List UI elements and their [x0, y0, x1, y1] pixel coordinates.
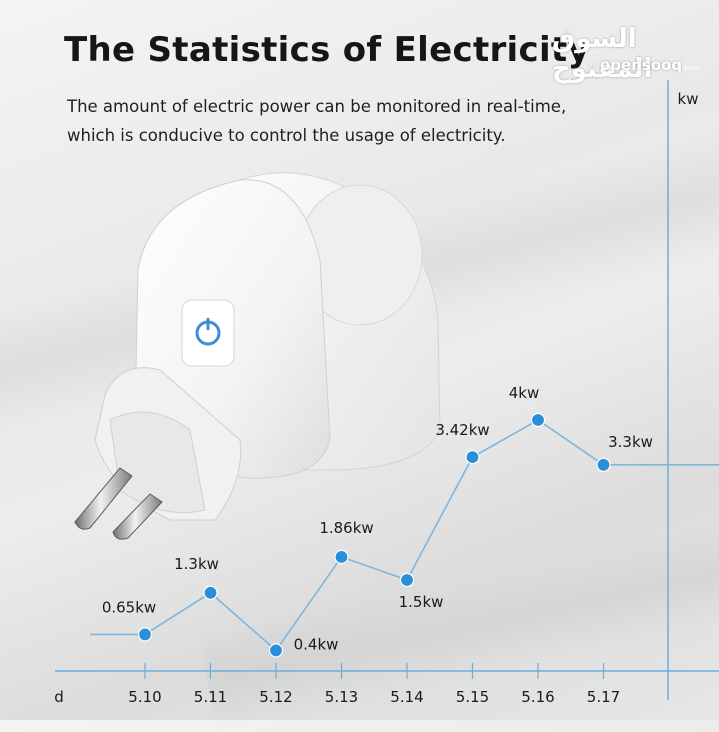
x-tick-label: 5.12 [259, 688, 292, 706]
watermark-latin: opensooq [600, 56, 683, 74]
data-label: 0.65kw [102, 598, 156, 616]
x-tick-label: 5.11 [194, 688, 227, 706]
subtitle-line: which is conducive to control the usage … [67, 126, 506, 145]
subtitle-line: The amount of electric power can be moni… [67, 97, 567, 116]
data-label: 1.3kw [174, 555, 219, 573]
data-label: 0.4kw [294, 635, 339, 653]
data-point [465, 450, 480, 465]
subtitle: The amount of electric power can be moni… [67, 92, 627, 150]
x-axis-label: d [54, 688, 64, 706]
data-point [399, 572, 415, 588]
data-label: 1.86kw [319, 519, 373, 537]
watermark-arabic: السوق المفتوح [552, 24, 653, 84]
x-tick-label: 5.16 [521, 688, 554, 706]
watermark-suffix: .com [682, 64, 700, 72]
x-tick-label: 5.14 [390, 688, 423, 706]
data-point [203, 585, 218, 600]
series-line [144, 419, 604, 652]
y-axis-label: kw [678, 90, 699, 108]
x-tick-label: 5.13 [325, 688, 358, 706]
data-point [334, 549, 349, 565]
data-label: 1.5kw [399, 593, 444, 611]
x-tick-label: 5.15 [456, 688, 489, 706]
data-point [137, 627, 153, 642]
page-title: The Statistics of Electricity [64, 30, 590, 70]
data-point [268, 643, 284, 658]
x-tick-label: 5.10 [128, 688, 161, 706]
x-tick-label: 5.17 [587, 688, 620, 706]
data-label: 4kw [509, 384, 540, 402]
data-label: 3.3kw [608, 433, 653, 451]
data-label: 3.42kw [435, 421, 489, 439]
data-point [596, 457, 611, 472]
data-point [530, 412, 546, 428]
